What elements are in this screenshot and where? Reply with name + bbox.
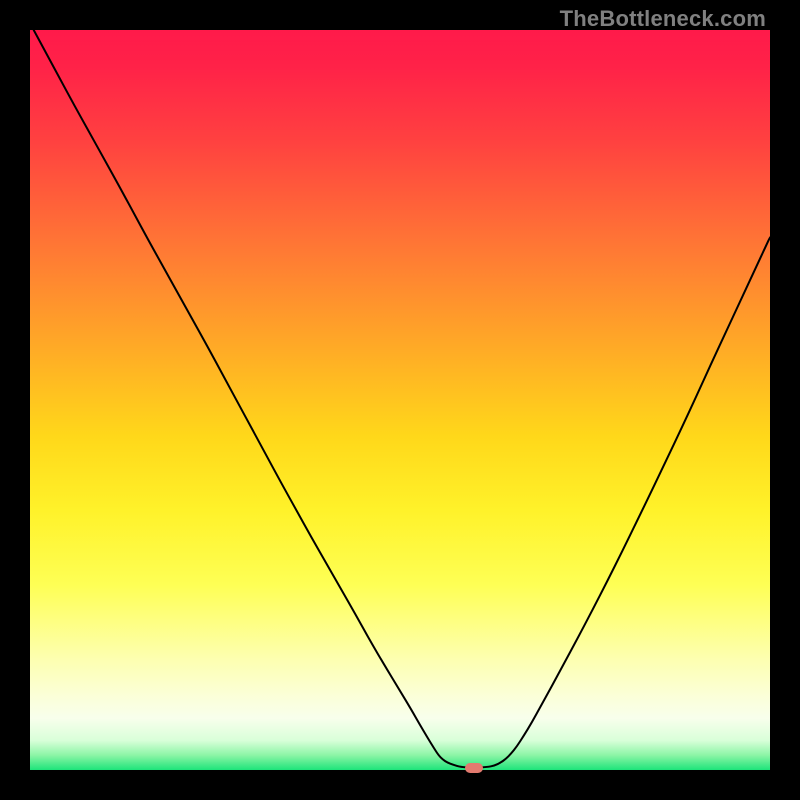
watermark-text: TheBottleneck.com xyxy=(560,6,766,32)
optimal-point-marker xyxy=(465,763,484,773)
plot-area xyxy=(30,30,770,770)
bottleneck-curve xyxy=(30,30,770,770)
chart-stage: TheBottleneck.com xyxy=(0,0,800,800)
